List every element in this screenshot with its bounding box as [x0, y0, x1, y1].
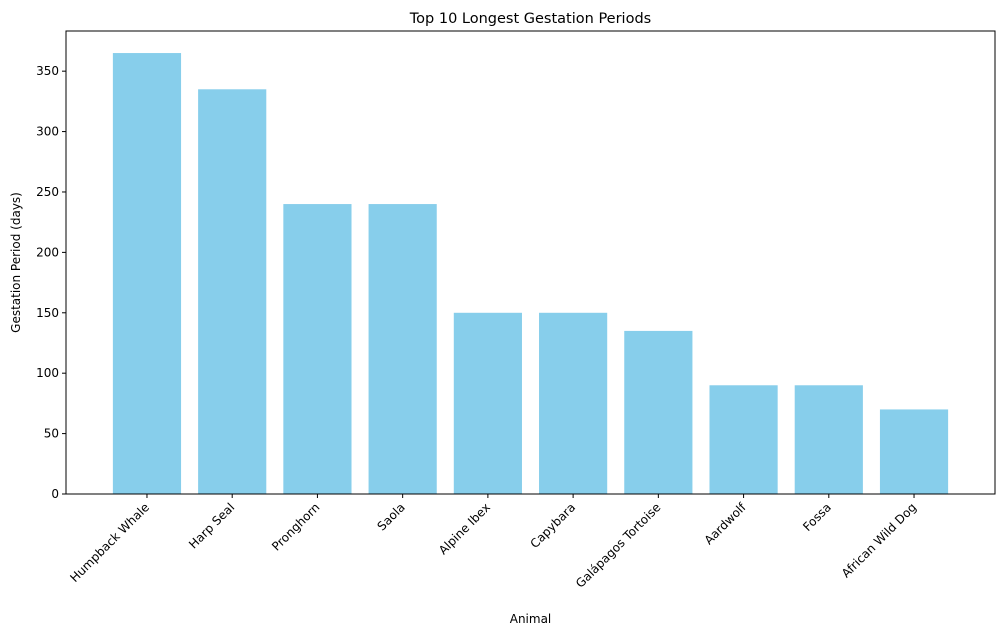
- y-tick-label: 350: [36, 64, 59, 78]
- bar-harp-seal: [198, 89, 267, 494]
- y-axis-ticks: 0 50 100 150 200 250 300 350: [36, 64, 66, 501]
- bar-saola: [368, 204, 437, 494]
- bar-pronghorn: [283, 204, 352, 494]
- y-tick-label: 200: [36, 245, 59, 259]
- y-tick-label: 250: [36, 185, 59, 199]
- y-axis-label: Gestation Period (days): [9, 192, 23, 333]
- bar-humpback-whale: [112, 53, 182, 495]
- bar-capybara: [539, 312, 608, 494]
- bar-gal-pagos-tortoise: [624, 330, 693, 494]
- y-tick-label: 100: [36, 366, 59, 380]
- y-tick-label: 0: [51, 487, 59, 501]
- chart-title: Top 10 Longest Gestation Periods: [409, 11, 651, 27]
- bar-alpine-ibex: [453, 312, 522, 494]
- x-axis-label: Animal: [510, 612, 552, 626]
- bars-group: [112, 53, 949, 495]
- bar-aardwolf: [709, 385, 778, 494]
- bar-fossa: [794, 385, 863, 494]
- y-tick-label: 150: [36, 306, 59, 320]
- y-tick-label: 300: [36, 125, 59, 139]
- bar-african-wild-dog: [879, 409, 949, 494]
- y-tick-label: 50: [44, 427, 59, 441]
- plot-frame: [65, 30, 996, 495]
